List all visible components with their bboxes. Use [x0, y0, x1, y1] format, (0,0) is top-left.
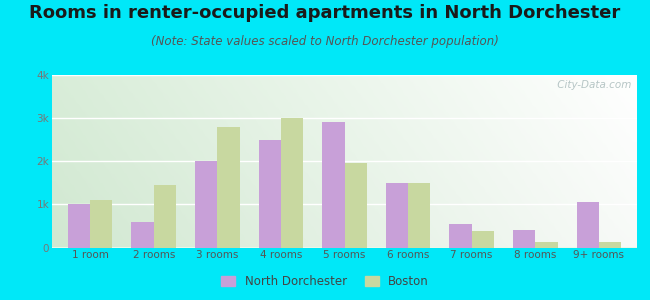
Bar: [386, 183, 408, 248]
Bar: [131, 222, 154, 247]
Legend: North Dorchester, Boston: North Dorchester, Boston: [216, 270, 434, 292]
Text: Rooms in renter-occupied apartments in North Dorchester: Rooms in renter-occupied apartments in N…: [29, 4, 621, 22]
Bar: [513, 230, 535, 248]
Text: (Note: State values scaled to North Dorchester population): (Note: State values scaled to North Dorc…: [151, 34, 499, 47]
Bar: [449, 224, 472, 248]
Bar: [408, 183, 430, 248]
Bar: [472, 231, 494, 247]
Bar: [599, 242, 621, 247]
Bar: [577, 202, 599, 248]
Bar: [259, 140, 281, 248]
Bar: [154, 185, 176, 248]
Text: City-Data.com: City-Data.com: [554, 80, 631, 90]
Bar: [195, 161, 217, 248]
Bar: [322, 122, 344, 248]
Bar: [217, 127, 240, 248]
Bar: [344, 164, 367, 247]
Bar: [281, 118, 303, 248]
Bar: [68, 204, 90, 248]
Bar: [90, 200, 112, 248]
Bar: [535, 242, 558, 247]
